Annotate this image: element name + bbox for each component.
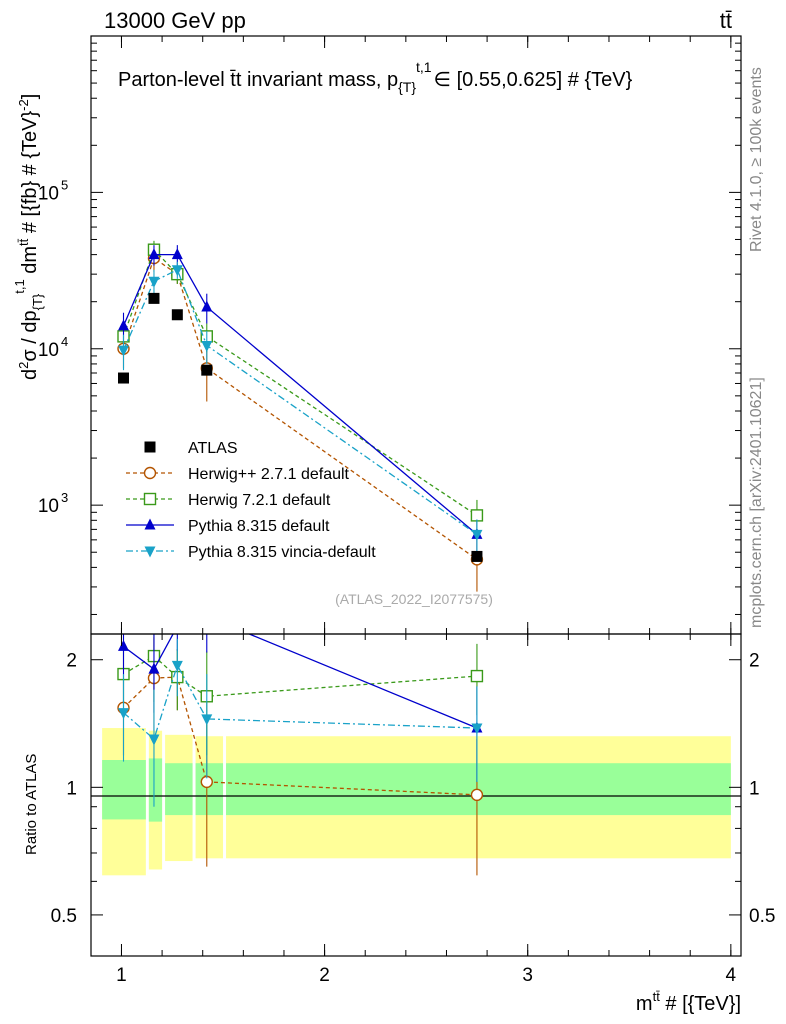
ratio-point xyxy=(470,669,484,683)
atlas-data xyxy=(118,292,483,562)
x-tick-label: 2 xyxy=(319,965,330,986)
series-point xyxy=(201,340,213,352)
x-tick-label: 1 xyxy=(116,965,127,986)
ratio-point xyxy=(471,723,483,735)
ratio-panel: 1 2 3 4 0.5 0.5 1 1 2 2 xyxy=(51,633,775,986)
legend-marker xyxy=(143,466,157,480)
y-tick-label-exponent: 4 xyxy=(61,334,68,349)
atlas-point xyxy=(171,309,183,321)
y-tick-label-exponent: 3 xyxy=(61,490,68,505)
ratio-line xyxy=(123,634,478,729)
header-energy-label: 13000 GeV pp xyxy=(104,8,246,33)
atlas-point xyxy=(471,550,483,562)
ratio-tick-label: 2 xyxy=(749,651,760,672)
legend-marker xyxy=(144,546,156,558)
series-2 xyxy=(118,245,483,554)
legend: ATLAS Herwig++ 2.7.1 default Herwig 7.2.1 … xyxy=(126,440,376,561)
legend-marker xyxy=(144,518,156,530)
series-line xyxy=(122,248,478,516)
y-tick-label: 10 xyxy=(38,340,59,361)
ratio-tick-label: 0.5 xyxy=(749,906,775,927)
ratio-tick-label: 1 xyxy=(749,778,760,799)
ratio-tick-label: 0.5 xyxy=(51,906,77,927)
atlas-point xyxy=(201,364,213,376)
ratio-axis-ticks: 1 2 3 4 0.5 0.5 1 1 2 2 xyxy=(51,634,775,986)
band-inner xyxy=(195,763,224,816)
atlas-point xyxy=(148,292,160,304)
series-point xyxy=(171,248,183,260)
legend-item: ATLAS xyxy=(144,440,238,457)
legend-label: ATLAS xyxy=(188,440,238,457)
x-tick-label: 3 xyxy=(522,965,533,986)
ratio-point xyxy=(148,734,160,746)
legend-label: Herwig 7.2.1 default xyxy=(188,492,331,509)
header-process-label: tt̄ xyxy=(720,8,732,33)
x-axis-label: mtt̄ # [{TeV}] xyxy=(636,989,741,1015)
ratio-line xyxy=(123,663,477,741)
chart-title: Parton-level t̄t invariant mass, p{T}t,1… xyxy=(118,59,633,95)
legend-item: Pythia 8.315 vincia-default xyxy=(126,544,376,561)
y-axis-label: d2σ / dp{T}t,1 dmtt̄ # [{fb} # {TeV}-2] xyxy=(12,94,45,380)
series-3 xyxy=(118,261,483,554)
x-tick-label: 4 xyxy=(726,965,737,986)
series-point xyxy=(471,529,483,541)
series-line xyxy=(122,257,478,560)
legend-item: Herwig 7.2.1 default xyxy=(126,492,331,509)
series-point xyxy=(171,265,183,277)
legend-label: Pythia 8.315 vincia-default xyxy=(188,544,376,561)
ratio-y-axis-label: Ratio to ATLAS xyxy=(23,754,40,855)
legend-marker xyxy=(144,441,156,453)
legend-label: Pythia 8.315 default xyxy=(188,518,330,535)
ratio-point xyxy=(171,660,183,672)
y-tick-label-exponent: 5 xyxy=(61,177,68,192)
ratio-series-3 xyxy=(118,638,483,807)
series-point xyxy=(201,300,213,312)
atlas-point xyxy=(118,372,129,384)
ratio-series-layer xyxy=(117,634,484,876)
chart-watermark: (ATLAS_2022_I2077575) xyxy=(335,591,493,607)
rivet-version-label: Rivet 4.1.0, ≥ 100k events xyxy=(748,67,765,252)
ratio-point xyxy=(470,788,484,802)
series-point xyxy=(118,345,129,357)
y-tick-label: 10 xyxy=(38,183,59,204)
ratio-point xyxy=(148,662,160,674)
ratio-tick-label: 1 xyxy=(66,778,77,799)
band-inner xyxy=(102,760,146,820)
series-point xyxy=(118,319,129,331)
ratio-point xyxy=(118,639,129,651)
mcplots-label: mcplots.cern.ch [arXiv:2401.10621] xyxy=(748,377,765,628)
series-point xyxy=(470,509,484,522)
series-point xyxy=(148,276,160,288)
legend-item: Pythia 8.315 default xyxy=(126,518,330,535)
ratio-point xyxy=(201,714,213,726)
band-inner xyxy=(165,763,193,816)
series-point xyxy=(148,248,160,260)
legend-item: Herwig++ 2.7.1 default xyxy=(126,466,350,483)
main-series-layer xyxy=(117,240,484,592)
band-inner xyxy=(148,758,163,822)
ratio-point xyxy=(118,708,129,720)
legend-marker xyxy=(143,492,157,506)
legend-label: Herwig++ 2.7.1 default xyxy=(188,466,350,483)
series-0 xyxy=(117,246,484,592)
ratio-uncertainty-band xyxy=(102,728,731,876)
ratio-tick-label: 2 xyxy=(66,651,77,672)
y-tick-label: 10 xyxy=(38,496,59,517)
